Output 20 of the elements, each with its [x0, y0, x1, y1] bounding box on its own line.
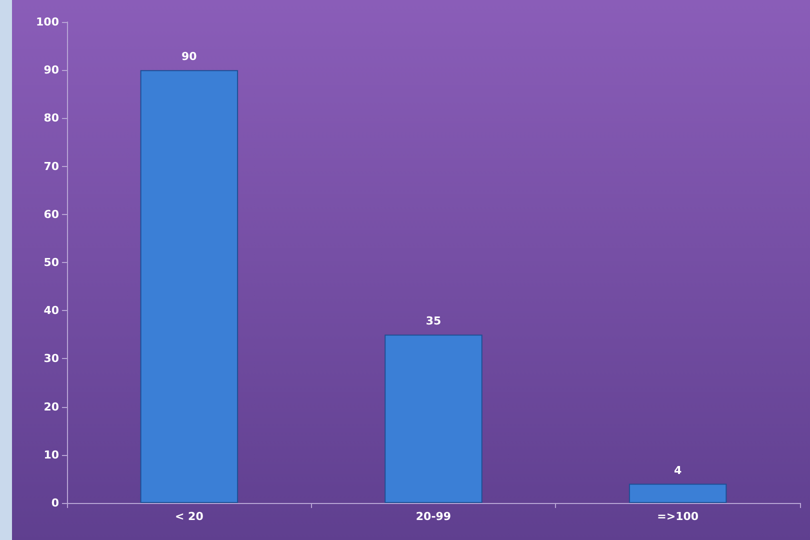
bar	[384, 334, 482, 503]
x-tick-label: =>100	[657, 510, 699, 523]
x-tick-label: 20-99	[416, 510, 452, 523]
y-tick-label: 0	[51, 496, 60, 510]
y-tick-label: 50	[44, 256, 60, 269]
y-tick-label: 70	[44, 160, 60, 173]
y-tick-label: 60	[44, 208, 60, 221]
y-tick-label: 30	[44, 352, 60, 366]
y-tick-label: 10	[44, 448, 60, 462]
y-tick-label: 100	[36, 16, 60, 28]
bar	[140, 70, 238, 503]
y-tick-label: 80	[44, 112, 60, 125]
y-tick-label: 20	[44, 400, 60, 414]
data-label: 35	[426, 314, 442, 328]
y-tick-label: 40	[44, 304, 60, 318]
bar	[628, 484, 727, 503]
data-label: 4	[674, 464, 682, 477]
y-tick-label: 90	[44, 64, 60, 77]
data-label: 90	[182, 50, 198, 64]
x-tick-label: < 20	[174, 510, 204, 523]
